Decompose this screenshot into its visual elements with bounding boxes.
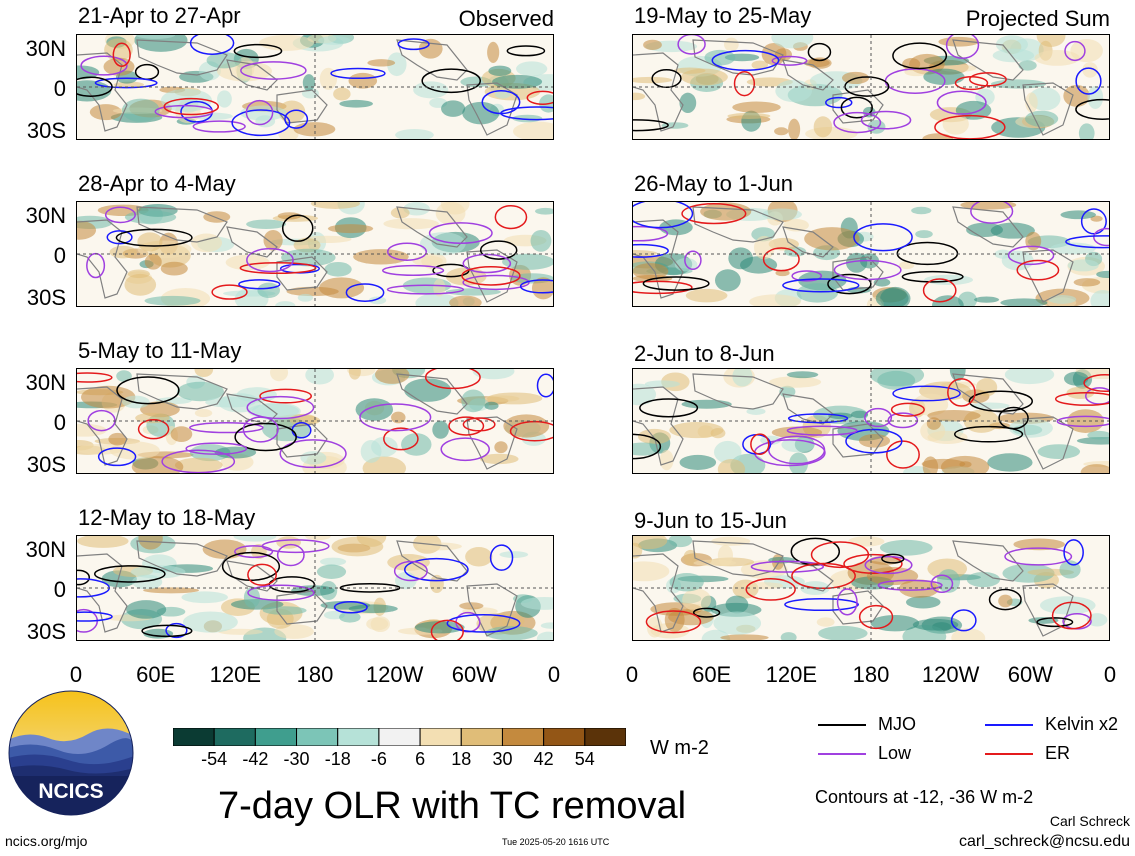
colorbar-swatch (172, 727, 215, 747)
url-link[interactable]: ncics.org/mjo (5, 833, 88, 849)
lat-label: 0 (53, 410, 66, 435)
map-panel-projected-4 (632, 535, 1110, 641)
colorbar-swatch (296, 727, 339, 747)
map-panel-observed-2 (76, 201, 554, 307)
lat-label: 30N (25, 370, 66, 395)
panel-title-right-3: 2-Jun to 8-Jun (634, 341, 775, 366)
lon-label: 180 (296, 662, 334, 687)
lon-label: 0 (1103, 662, 1117, 687)
projected-sum-label: Projected Sum (965, 6, 1110, 31)
legend-label-3: Low (878, 743, 912, 763)
colorbar-swatch (419, 727, 462, 747)
colorbar-label: 30 (492, 749, 513, 769)
lon-label: 120E (209, 662, 262, 687)
colorbar-swatch (543, 727, 586, 747)
colorbar-swatch (584, 727, 627, 747)
lat-label: 0 (53, 243, 66, 268)
colorbar-swatch (460, 727, 503, 747)
colorbar-label: 6 (415, 749, 426, 769)
author-email[interactable]: carl_schreck@ncsu.edu (959, 833, 1130, 850)
lon-label: 0 (547, 662, 561, 687)
lat-label: 30N (25, 36, 66, 61)
lat-label: 30S (26, 118, 66, 143)
lon-label: 0 (69, 662, 83, 687)
lat-label: 30S (26, 452, 66, 477)
colorbar-label: 42 (533, 749, 554, 769)
map-panel-projected-3 (632, 368, 1110, 474)
colorbar-units: W m-2 (650, 737, 709, 759)
legend-label-2: Kelvin x2 (1045, 714, 1119, 734)
map-panel-observed-4 (76, 535, 554, 641)
lon-label: 0 (625, 662, 639, 687)
legend-line-2 (985, 724, 1033, 726)
lon-label: 120W (921, 662, 980, 687)
panel-title-left-4: 12-May to 18-May (78, 505, 256, 530)
observed-label: Observed (458, 6, 554, 31)
colorbar-swatch (501, 727, 545, 747)
legend-line-3 (818, 753, 866, 755)
lat-label: 30N (25, 203, 66, 228)
lon-label: 60W (1007, 662, 1053, 687)
panel-title-right-1: 19-May to 25-May (634, 3, 812, 28)
timestamp: Tue 2025-05-20 1616 UTC (502, 837, 610, 847)
lon-label: 60E (692, 662, 732, 687)
map-panel-observed-3 (76, 368, 554, 474)
colorbar-label: -30 (283, 749, 310, 769)
lat-label: 0 (53, 577, 66, 602)
lat-label: 30S (26, 619, 66, 644)
colorbar-swatch (337, 727, 380, 747)
contour-note: Contours at -12, -36 W m-2 (815, 787, 1034, 807)
map-panel-projected-2 (632, 201, 1110, 307)
author-name: Carl Schreck (1049, 813, 1130, 829)
legend-line-4 (985, 753, 1033, 755)
legend-line-1 (818, 724, 866, 726)
lon-label: 180 (852, 662, 890, 687)
lon-label: 60W (451, 662, 497, 687)
colorbar-swatch (378, 727, 421, 747)
colorbar-swatch (213, 727, 256, 747)
panel-title-right-2: 26-May to 1-Jun (634, 171, 793, 196)
panel-title-left-1: 21-Apr to 27-Apr (78, 3, 241, 28)
colorbar (172, 727, 627, 747)
colorbar-swatch (254, 727, 298, 747)
main-title: 7-day OLR with TC removal (218, 785, 687, 827)
lon-label: 60E (136, 662, 176, 687)
legend-label-4: ER (1045, 743, 1071, 763)
panel-title-right-4: 9-Jun to 15-Jun (634, 508, 787, 533)
colorbar-label: -42 (242, 749, 269, 769)
legend-label-1: MJO (878, 714, 916, 734)
map-panel-observed-1 (76, 34, 554, 140)
lat-label: 0 (53, 76, 66, 101)
map-panel-projected-1 (632, 34, 1110, 140)
ncics-logo: NCICS (8, 690, 134, 816)
lat-label: 30S (26, 285, 66, 310)
logo-text: NCICS (38, 780, 103, 803)
colorbar-label: -54 (201, 749, 228, 769)
panel-title-left-2: 28-Apr to 4-May (78, 171, 236, 196)
colorbar-label: 54 (574, 749, 595, 769)
lat-label: 30N (25, 537, 66, 562)
colorbar-label: -6 (370, 749, 387, 769)
colorbar-label: -18 (324, 749, 351, 769)
lon-label: 120E (765, 662, 818, 687)
lon-label: 120W (365, 662, 424, 687)
colorbar-label: 18 (451, 749, 472, 769)
panel-title-left-3: 5-May to 11-May (78, 338, 242, 363)
